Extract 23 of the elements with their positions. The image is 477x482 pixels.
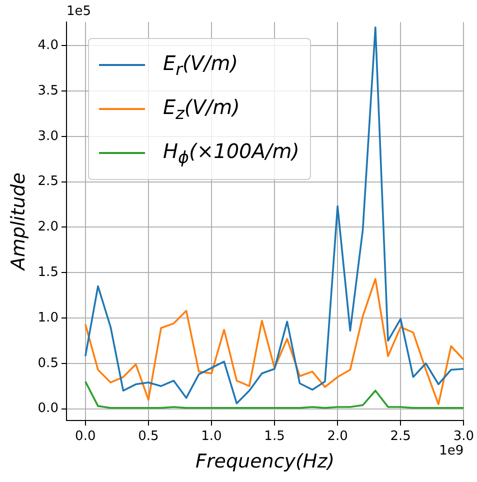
y-axis-title: Amplitude (7, 172, 30, 272)
x-tick-label: 2.5 (390, 428, 411, 444)
x-tick-label: 1.0 (201, 428, 222, 444)
y-tick-label: 1.0 (38, 310, 58, 326)
y-tick-label: 3.0 (38, 128, 58, 144)
y-tick-label: 2.5 (38, 174, 58, 190)
text: 1e5 (66, 4, 92, 19)
legend-label: H$_{ϕ}$(×100A/m) (163, 139, 300, 167)
x-tick-label: 2.0 (327, 428, 348, 444)
legend-label: E$_{r}$(V/m) (163, 51, 238, 79)
y-tick-label: 3.5 (38, 83, 58, 98)
text: 1e9 (439, 443, 464, 458)
x-tick-label: 0.0 (75, 428, 96, 444)
x-tick-label: 1.5 (264, 428, 285, 444)
x-axis-title: Frequency(Hz) (196, 450, 335, 473)
y-tick-label: 0.0 (38, 401, 58, 416)
y-tick-label: 1.5 (38, 264, 58, 280)
x-tick-label: 3.0 (453, 428, 474, 444)
y-tick-label: 0.5 (38, 356, 58, 371)
y-tick-label: 2.0 (38, 220, 58, 235)
x-tick-label: 0.5 (138, 428, 159, 444)
legend-label: E$_{z}$(V/m) (163, 95, 240, 123)
y-tick-label: 4.0 (38, 38, 58, 53)
